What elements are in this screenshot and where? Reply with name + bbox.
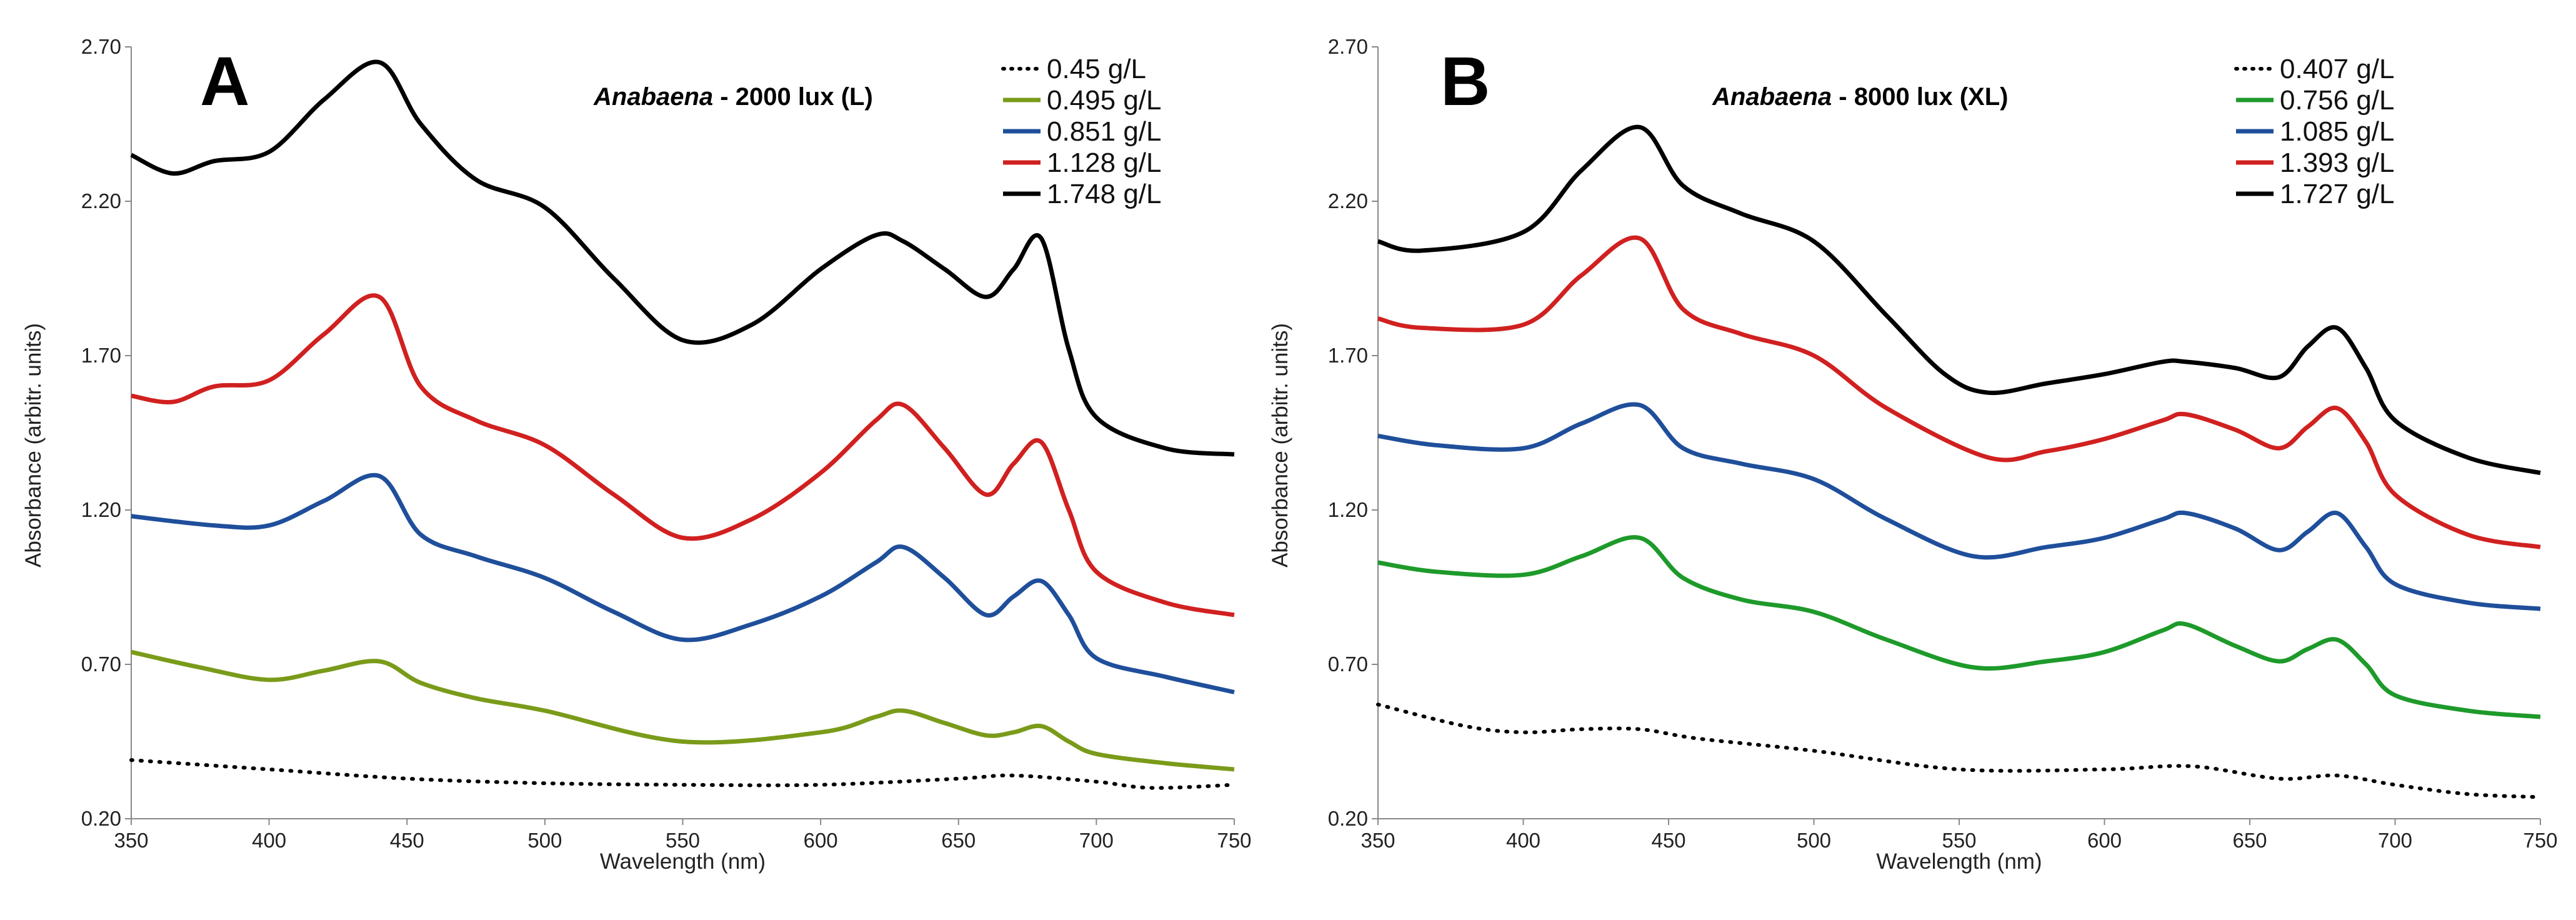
x-tick-label: 600 — [2087, 829, 2122, 852]
y-axis-title: Absorbance (arbitr. units) — [1268, 323, 1292, 568]
x-tick-label: 550 — [1942, 829, 1976, 852]
panel-a-chart: 0.20 0.70 1.20 1.70 2.20 2.70 350 400 450 500 550 6… — [21, 35, 1252, 874]
chart-title-species: Anabaena — [1712, 83, 1832, 111]
y-tick-label: 2.70 — [1328, 35, 1368, 58]
y-axis-title: Absorbance (arbitr. units) — [21, 323, 46, 568]
y-tick-label: 1.70 — [81, 344, 121, 367]
legend-label: 0.851 g/L — [1047, 116, 1162, 147]
x-tick-label: 350 — [114, 829, 148, 852]
x-axis-title: Wavelength (nm) — [600, 849, 766, 874]
series-line-0-756-g-l — [1377, 535, 2541, 719]
series-line-1-727-g-l — [1377, 124, 2541, 476]
series-line-0-851-g-l — [131, 472, 1235, 694]
legend-label: 1.727 g/L — [2280, 179, 2395, 209]
y-tick-label: 1.20 — [81, 498, 121, 521]
series-line-1-128-g-l — [131, 293, 1235, 618]
series-line-1-748-g-l — [130, 59, 1235, 457]
x-tick-label: 650 — [941, 829, 976, 852]
x-axis-title: Wavelength (nm) — [1876, 849, 2042, 874]
panel-b-chart: 0.20 0.70 1.20 1.70 2.20 2.70 350 400 450 500 550 6… — [1268, 35, 2558, 874]
legend: 0.407 g/L0.756 g/L1.085 g/L1.393 g/L1.72… — [2234, 54, 2395, 209]
panel-label: A — [200, 43, 249, 120]
x-tick-label: 400 — [252, 829, 286, 852]
x-tick-label: 350 — [1360, 829, 1395, 852]
legend-label: 0.407 g/L — [2280, 54, 2395, 84]
x-tick-label: 750 — [2523, 829, 2557, 852]
x-tick-label: 500 — [527, 829, 562, 852]
series-line-1-085-g-l — [1377, 402, 2541, 611]
y-tick-label: 0.20 — [81, 807, 121, 830]
x-tick-label: 650 — [2232, 829, 2267, 852]
chart-title-condition: - 8000 lux (XL) — [1832, 83, 2008, 111]
legend-label: 1.128 g/L — [1047, 148, 1162, 178]
y-tick-label: 0.70 — [1328, 652, 1368, 676]
series-line-0-407-g-l — [1376, 702, 2542, 799]
x-tick-label: 700 — [1079, 829, 1114, 852]
x-tick-label: 450 — [1651, 829, 1685, 852]
panel-label: B — [1440, 43, 1490, 120]
series-line-0-495-g-l — [131, 649, 1235, 772]
x-tick-label: 450 — [390, 829, 424, 852]
x-tick-label: 550 — [666, 829, 700, 852]
y-tick-label: 2.20 — [81, 189, 121, 212]
y-tick-label: 2.70 — [81, 35, 121, 58]
chart-title: Anabaena - 8000 lux (XL) — [1712, 83, 2008, 111]
legend-label: 1.748 g/L — [1047, 179, 1162, 209]
y-tick-label: 1.70 — [1328, 344, 1368, 367]
x-tick-label: 600 — [804, 829, 838, 852]
chart-title: Anabaena - 2000 lux (L) — [593, 83, 873, 111]
y-tick-label: 1.20 — [1328, 498, 1368, 521]
legend-label: 0.45 g/L — [1047, 54, 1146, 84]
y-tick-label: 0.20 — [1328, 807, 1368, 830]
y-tick-label: 0.70 — [81, 652, 121, 676]
series-line-0-45-g-l — [129, 758, 1236, 790]
x-tick-label: 500 — [1797, 829, 1831, 852]
x-tick-label: 400 — [1506, 829, 1540, 852]
legend-label: 1.393 g/L — [2280, 148, 2395, 178]
legend-label: 1.085 g/L — [2280, 116, 2395, 147]
legend-label: 0.756 g/L — [2280, 85, 2395, 116]
legend-label: 0.495 g/L — [1047, 85, 1162, 116]
y-tick-label: 2.20 — [1328, 189, 1368, 212]
x-tick-label: 750 — [1217, 829, 1251, 852]
series-line-1-393-g-l — [1377, 235, 2541, 549]
legend: 0.45 g/L0.495 g/L0.851 g/L1.128 g/L1.748… — [1001, 54, 1162, 209]
x-tick-label: 700 — [2378, 829, 2412, 852]
chart-title-species: Anabaena — [593, 83, 713, 111]
chart-title-condition: - 2000 lux (L) — [713, 83, 873, 111]
